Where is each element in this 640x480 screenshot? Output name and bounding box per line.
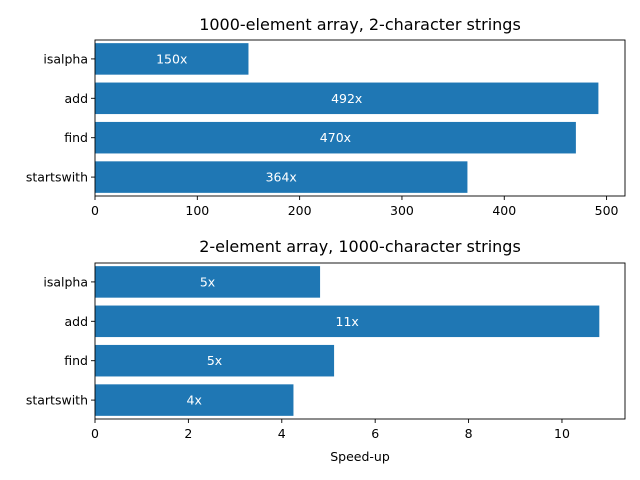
bar-value-label: 4x	[187, 393, 202, 408]
x-tick-label: 0	[91, 426, 99, 441]
chart-panel-top: 150x 492x 470x 364x isalpha add find startswith…	[26, 15, 626, 218]
bar-add	[95, 82, 599, 115]
axes-frame	[94, 262, 626, 420]
x-tick-label: 300	[390, 203, 414, 218]
y-tick-label: add	[64, 91, 88, 106]
x-tick-label: 6	[371, 426, 379, 441]
axes-frame	[94, 39, 626, 197]
y-tick-label: startswith	[26, 170, 88, 185]
x-tick-label: 100	[185, 203, 209, 218]
bar-find	[95, 344, 335, 377]
x-tick-label: 4	[278, 426, 286, 441]
x-tick-label: 0	[91, 203, 99, 218]
bar-isalpha	[95, 266, 321, 298]
bar-value-label: 11x	[336, 314, 359, 329]
bar-value-label: 5x	[200, 274, 215, 289]
y-tick-label: isalpha	[43, 51, 88, 66]
chart-title: 1000-element array, 2-character strings	[199, 15, 521, 34]
bar-value-label: 470x	[320, 130, 351, 145]
y-tick-label: find	[64, 130, 88, 145]
y-tick-label: add	[64, 314, 88, 329]
bar-find	[95, 121, 576, 154]
bar-startswith	[95, 161, 468, 193]
x-tick-label: 400	[492, 203, 516, 218]
x-tick-label: 10	[554, 426, 570, 441]
chart-title: 2-element array, 1000-character strings	[199, 237, 521, 256]
x-axis-label: Speed-up	[330, 449, 390, 464]
bar-value-label: 364x	[266, 170, 297, 185]
bar-value-label: 492x	[331, 91, 362, 106]
x-tick-label: 500	[595, 203, 619, 218]
x-tick-label: 200	[288, 203, 312, 218]
bar-value-label: 5x	[207, 353, 222, 368]
x-tick-label: 8	[465, 426, 473, 441]
bar-startswith	[95, 384, 294, 416]
bar-value-label: 150x	[156, 51, 187, 66]
bar-add	[95, 305, 600, 338]
y-tick-label: startswith	[26, 393, 88, 408]
x-tick-label: 2	[184, 426, 192, 441]
chart-panel-bottom: 5x 11x 5x 4x isalpha add find startswith 0 2 4 6 8 10…	[26, 237, 626, 464]
y-tick-label: isalpha	[43, 274, 88, 289]
bar-isalpha	[95, 43, 249, 75]
y-tick-label: find	[64, 353, 88, 368]
